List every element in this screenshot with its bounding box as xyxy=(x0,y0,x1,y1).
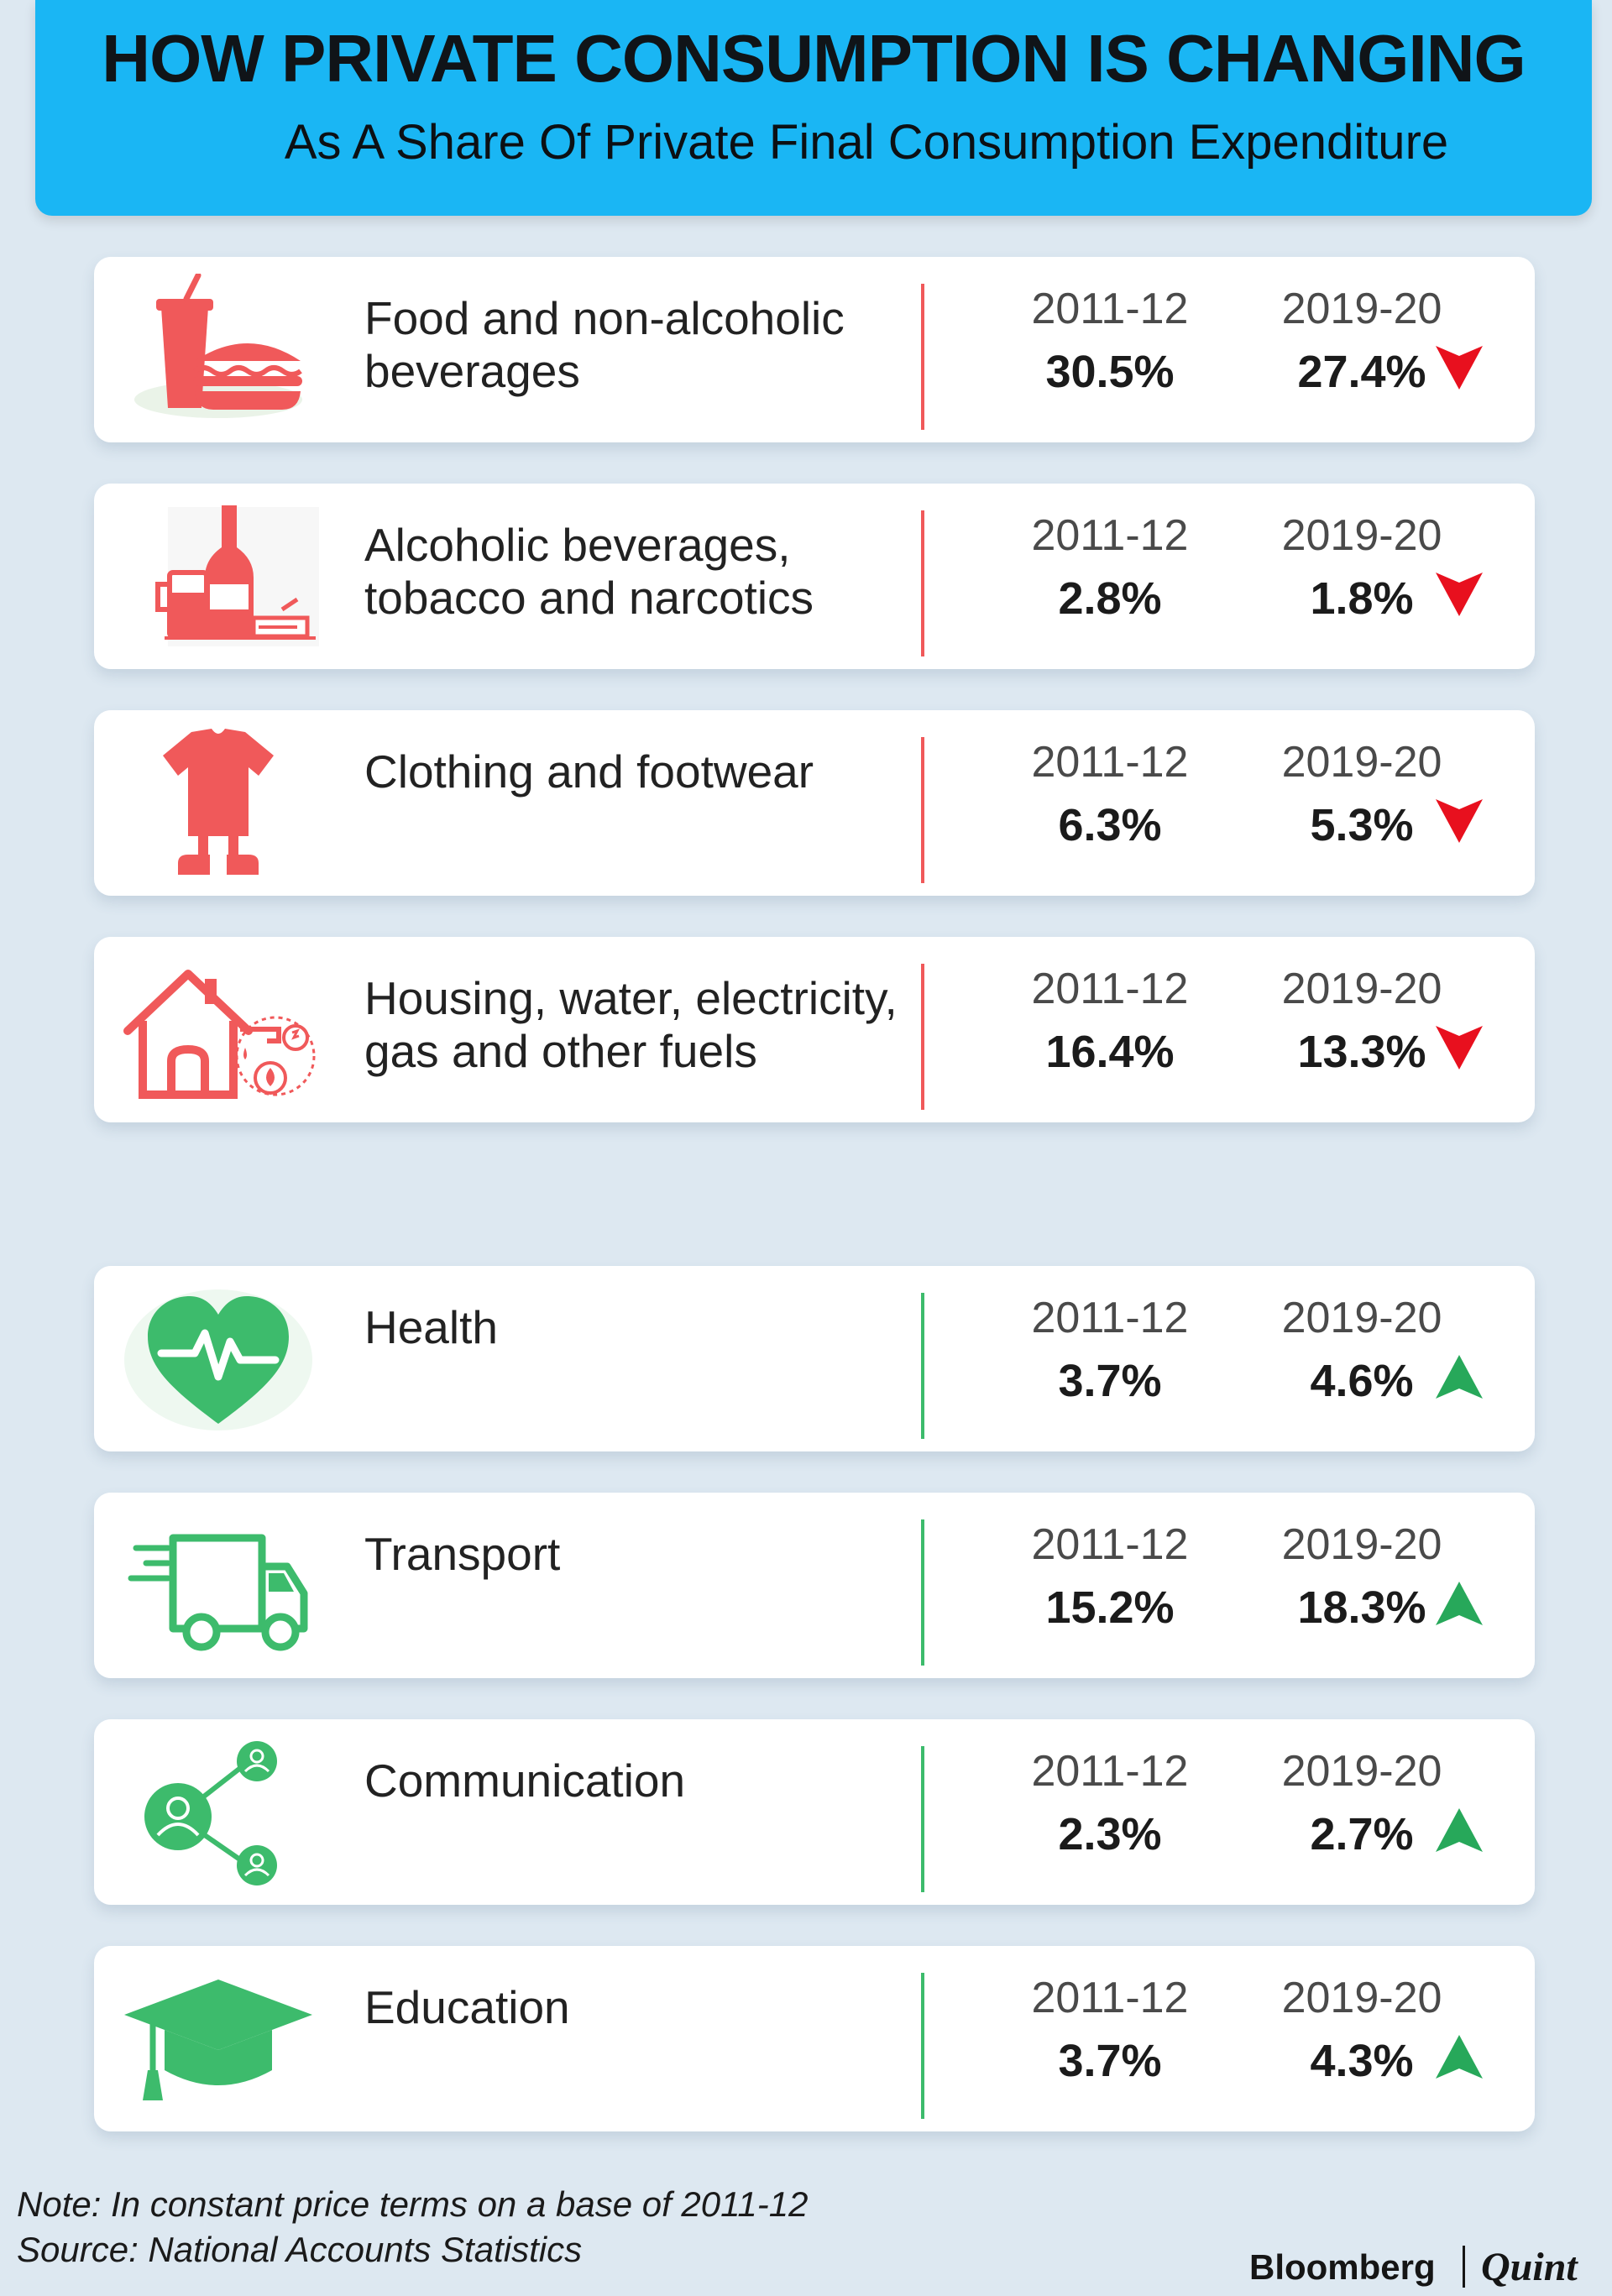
row-divider xyxy=(921,284,924,430)
category-label-line: Communication xyxy=(364,1755,686,1807)
brand-divider xyxy=(1463,2246,1465,2288)
category-label-line: Education xyxy=(364,1981,570,2033)
category-label: Communication xyxy=(364,1755,1011,1807)
value-2011-12: 6.3% xyxy=(1058,800,1162,850)
value-2011-12: 3.7% xyxy=(1058,2036,1162,2086)
category-row: Communication 2011-12 2019-20 2.3% 2.7% xyxy=(94,1719,1535,1905)
arrow-up-icon xyxy=(1434,1353,1484,1400)
arrow-down-icon xyxy=(1434,571,1484,618)
category-label-line: Food and non-alcoholic xyxy=(364,292,845,344)
health-icon xyxy=(118,1283,319,1434)
category-row: Transport 2011-12 2019-20 15.2% 18.3% xyxy=(94,1493,1535,1678)
year-label-2011-12: 2011-12 xyxy=(1031,511,1189,560)
category-label: Transport xyxy=(364,1528,1011,1581)
footnote: Note: In constant price terms on a base … xyxy=(17,2184,809,2224)
row-divider xyxy=(921,1519,924,1666)
year-label-2019-20: 2019-20 xyxy=(1281,511,1442,560)
year-label-2011-12: 2011-12 xyxy=(1031,965,1189,1013)
category-label: Food and non-alcoholic beverages xyxy=(364,292,1011,398)
year-label-2011-12: 2011-12 xyxy=(1031,1747,1189,1796)
category-row: Clothing and footwear 2011-12 2019-20 6.3% 5… xyxy=(94,710,1535,896)
year-label-2019-20: 2019-20 xyxy=(1281,285,1442,333)
clothing-icon xyxy=(118,727,319,878)
value-2011-12: 16.4% xyxy=(1045,1027,1175,1077)
year-label-2019-20: 2019-20 xyxy=(1281,1294,1442,1342)
row-divider xyxy=(921,964,924,1110)
value-2011-12: 30.5% xyxy=(1045,347,1175,397)
alcohol-tobacco-icon xyxy=(118,500,319,651)
category-label: Clothing and footwear xyxy=(364,745,1011,798)
row-divider xyxy=(921,1973,924,2119)
year-label-2019-20: 2019-20 xyxy=(1281,1974,1442,2022)
arrow-up-icon xyxy=(1434,2033,1484,2080)
category-label-line: Clothing and footwear xyxy=(364,745,814,798)
category-label-line: gas and other fuels xyxy=(364,1025,757,1077)
arrow-up-icon xyxy=(1434,1580,1484,1627)
value-2019-20: 4.3% xyxy=(1310,2036,1414,2086)
category-label-line: Housing, water, electricity, xyxy=(364,972,898,1024)
year-label-2011-12: 2011-12 xyxy=(1031,738,1189,787)
category-label-line: Health xyxy=(364,1301,498,1353)
year-label-2019-20: 2019-20 xyxy=(1281,1520,1442,1569)
year-label-2019-20: 2019-20 xyxy=(1281,738,1442,787)
category-row: Food and non-alcoholic beverages 2011-12 20… xyxy=(94,257,1535,442)
transport-icon xyxy=(118,1509,319,1661)
value-2019-20: 2.7% xyxy=(1310,1809,1414,1859)
category-row: Education 2011-12 2019-20 3.7% 4.3% xyxy=(94,1946,1535,2131)
value-2019-20: 27.4% xyxy=(1297,347,1426,397)
year-label-2011-12: 2011-12 xyxy=(1031,1294,1189,1342)
value-2011-12: 3.7% xyxy=(1058,1356,1162,1406)
value-2019-20: 13.3% xyxy=(1297,1027,1426,1077)
value-2019-20: 4.6% xyxy=(1310,1356,1414,1406)
arrow-down-icon xyxy=(1434,344,1484,391)
brand-logo: Bloomberg Quint xyxy=(1249,2245,1602,2296)
brand-quint: Quint xyxy=(1481,2245,1578,2289)
value-2019-20: 1.8% xyxy=(1310,573,1414,624)
source-note: Source: National Accounts Statistics xyxy=(17,2230,583,2269)
category-label-line: beverages xyxy=(364,345,580,397)
brand-bloomberg: Bloomberg xyxy=(1249,2247,1436,2287)
year-label-2011-12: 2011-12 xyxy=(1031,1520,1189,1569)
row-divider xyxy=(921,1746,924,1892)
page-subtitle: As A Share Of Private Final Consumption … xyxy=(284,115,1449,170)
value-2019-20: 18.3% xyxy=(1297,1582,1426,1633)
row-divider xyxy=(921,510,924,656)
year-label-2019-20: 2019-20 xyxy=(1281,1747,1442,1796)
category-row: Housing, water, electricity, gas and othe… xyxy=(94,937,1535,1122)
arrow-down-icon xyxy=(1434,1024,1484,1071)
category-label: Alcoholic beverages, tobacco and narcotic… xyxy=(364,519,1011,625)
value-2011-12: 2.8% xyxy=(1058,573,1162,624)
year-label-2011-12: 2011-12 xyxy=(1031,285,1189,333)
row-divider xyxy=(921,737,924,883)
year-label-2019-20: 2019-20 xyxy=(1281,965,1442,1013)
category-label: Education xyxy=(364,1981,1011,2034)
row-divider xyxy=(921,1293,924,1439)
housing-icon xyxy=(118,954,319,1105)
page-title: HOW PRIVATE CONSUMPTION IS CHANGING xyxy=(102,21,1526,96)
food-icon xyxy=(118,272,319,425)
value-2011-12: 15.2% xyxy=(1045,1582,1175,1633)
year-label-2011-12: 2011-12 xyxy=(1031,1974,1189,2022)
category-label-line: tobacco and narcotics xyxy=(364,572,814,624)
arrow-down-icon xyxy=(1434,798,1484,845)
arrow-up-icon xyxy=(1434,1807,1484,1854)
category-label-line: Alcoholic beverages, xyxy=(364,519,791,571)
category-row: Alcoholic beverages, tobacco and narcotic… xyxy=(94,484,1535,669)
category-label: Housing, water, electricity, gas and othe… xyxy=(364,972,1011,1078)
education-icon xyxy=(118,1963,319,2114)
header-banner: HOW PRIVATE CONSUMPTION IS CHANGING As A… xyxy=(35,0,1592,216)
category-label-line: Transport xyxy=(364,1528,561,1580)
category-label: Health xyxy=(364,1301,1011,1354)
communication-icon xyxy=(118,1736,319,1887)
value-2011-12: 2.3% xyxy=(1058,1809,1162,1859)
value-2019-20: 5.3% xyxy=(1310,800,1414,850)
category-row: Health 2011-12 2019-20 3.7% 4.6% xyxy=(94,1266,1535,1451)
